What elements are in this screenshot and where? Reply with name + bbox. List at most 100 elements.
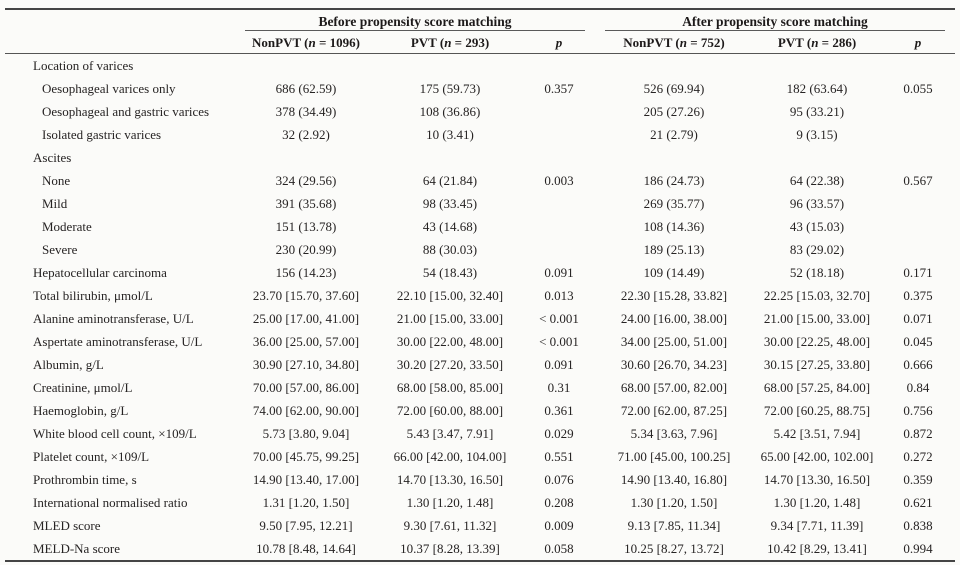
table-body: Location of varices Oesophageal varices o… [5, 54, 955, 560]
row-label: MLED score [33, 517, 101, 533]
column-header-pvt-before: PVT (n = 293) [410, 35, 490, 50]
row-label: Oesophageal and gastric varices [42, 103, 210, 119]
cell-value: 0.567 [903, 172, 933, 188]
cell-value: 68.00 [57.00, 82.00] [620, 379, 728, 395]
cell-value: 186 (24.73) [643, 172, 705, 188]
table-row: International normalised ratio 1.31 [1.20… [5, 491, 955, 514]
cell-value: 36.00 [25.00, 57.00] [252, 333, 360, 349]
cell-value: 5.43 [3.47, 7.91] [406, 425, 494, 441]
baseline-characteristics-table: Before propensity score matching After p… [5, 8, 955, 562]
cell-value: 30.00 [22.00, 48.00] [396, 333, 504, 349]
cell-value: 96 (33.57) [789, 195, 845, 211]
cell-value: 30.15 [27.25, 33.80] [763, 356, 871, 372]
cell-value: 0.091 [544, 356, 574, 372]
table-row: Total bilirubin, μmol/L 23.70 [15.70, 37.… [5, 284, 955, 307]
row-label: Severe [42, 241, 78, 257]
table-row: Oesophageal varices only 686 (62.59) 175 (… [5, 77, 955, 100]
cell-value: 74.00 [62.00, 90.00] [252, 402, 360, 418]
row-label: Platelet count, ×109/L [33, 448, 150, 464]
column-header-p-before: p [555, 35, 563, 50]
cell-value: 14.70 [13.30, 16.50] [396, 471, 504, 487]
cell-value: 189 (25.13) [643, 241, 705, 257]
cell-value: 9 (3.15) [796, 126, 838, 142]
row-label: MELD-Na score [33, 540, 120, 556]
cell-value: 1.30 [1.20, 1.48] [773, 494, 861, 510]
cell-value: 21 (2.79) [650, 126, 698, 142]
table-row: Moderate 151 (13.78) 43 (14.68) 108 (14.36)… [5, 215, 955, 238]
cell-value: 0.84 [906, 379, 930, 395]
cell-value: 0.071 [903, 310, 933, 326]
row-label: Aspertate aminotransferase, U/L [33, 333, 203, 349]
cell-value: 0.838 [903, 517, 933, 533]
cell-value: 23.70 [15.70, 37.60] [252, 287, 360, 303]
cell-value: 21.00 [15.00, 33.00] [396, 310, 504, 326]
group-header-before: Before propensity score matching [235, 12, 595, 31]
cell-value: 0.375 [903, 287, 933, 303]
cell-value: 9.34 [7.71, 11.39] [770, 517, 864, 533]
cell-value: 30.60 [26.70, 34.23] [620, 356, 728, 372]
group-header-row: Before propensity score matching After p… [5, 10, 955, 31]
cell-value: 0.361 [544, 402, 574, 418]
cell-value: 88 (30.03) [422, 241, 478, 257]
cell-value: 30.20 [27.20, 33.50] [396, 356, 504, 372]
row-label: Moderate [42, 218, 92, 234]
cell-value: 72.00 [60.00, 88.00] [396, 402, 504, 418]
cell-value: 686 (62.59) [275, 80, 337, 96]
cell-value: 54 (18.43) [422, 264, 478, 280]
cell-value: 22.30 [15.28, 33.82] [620, 287, 728, 303]
column-header-pvt-after: PVT (n = 286) [777, 35, 857, 50]
cell-value: 1.31 [1.20, 1.50] [262, 494, 350, 510]
cell-value: 0.013 [544, 287, 574, 303]
cell-value: 10 (3.41) [426, 126, 474, 142]
row-label: Haemoglobin, g/L [33, 402, 129, 418]
cell-value: 0.029 [544, 425, 574, 441]
table-row: Oesophageal and gastric varices 378 (34.4… [5, 100, 955, 123]
cell-value: 21.00 [15.00, 33.00] [763, 310, 871, 326]
table-row: Creatinine, μmol/L 70.00 [57.00, 86.00] 68… [5, 376, 955, 399]
group-header-after-label: After propensity score matching [682, 13, 868, 29]
table-row: Location of varices [5, 54, 955, 77]
cell-value: 378 (34.49) [275, 103, 337, 119]
cell-value: 324 (29.56) [275, 172, 337, 188]
cell-value: 182 (63.64) [786, 80, 848, 96]
row-label: International normalised ratio [33, 494, 188, 510]
cell-value: 98 (33.45) [422, 195, 478, 211]
table-row: MELD-Na score 10.78 [8.48, 14.64] 10.37 [8… [5, 537, 955, 560]
cell-value: 1.30 [1.20, 1.50] [630, 494, 718, 510]
row-label: Albumin, g/L [33, 356, 104, 372]
table-row: Alanine aminotransferase, U/L 25.00 [17.0… [5, 307, 955, 330]
cell-value: 151 (13.78) [275, 218, 337, 234]
cell-value: 156 (14.23) [275, 264, 337, 280]
table-row: Isolated gastric varices 32 (2.92) 10 (3.4… [5, 123, 955, 146]
row-label: Isolated gastric varices [42, 126, 162, 142]
cell-value: 43 (14.68) [422, 218, 478, 234]
cell-value: 14.90 [13.40, 17.00] [252, 471, 360, 487]
cell-value: 10.37 [8.28, 13.39] [400, 540, 500, 556]
column-header-nonpvt-after: NonPVT (n = 752) [623, 35, 725, 50]
group-header-before-label: Before propensity score matching [318, 13, 512, 29]
cell-value: 526 (69.94) [643, 80, 705, 96]
column-header-nonpvt-before: NonPVT (n = 1096) [252, 35, 360, 50]
cell-value: 0.756 [903, 402, 933, 418]
row-label: Ascites [33, 149, 72, 165]
cell-value: 0.357 [544, 80, 574, 96]
cell-value: 109 (14.49) [643, 264, 705, 280]
cell-value: < 0.001 [539, 333, 579, 349]
cell-value: 32 (2.92) [282, 126, 330, 142]
cell-value: 0.208 [544, 494, 574, 510]
table-row: Haemoglobin, g/L 74.00 [62.00, 90.00] 72.0… [5, 399, 955, 422]
cell-value: 0.076 [544, 471, 574, 487]
cell-value: 1.30 [1.20, 1.48] [406, 494, 494, 510]
cell-value: 0.666 [903, 356, 933, 372]
group-header-after: After propensity score matching [595, 12, 955, 31]
cell-value: 9.50 [7.95, 12.21] [259, 517, 353, 533]
cell-value: 5.73 [3.80, 9.04] [262, 425, 350, 441]
group-header-before-underline [245, 29, 585, 31]
row-label: White blood cell count, ×109/L [33, 425, 197, 441]
cell-value: 68.00 [57.25, 84.00] [763, 379, 871, 395]
cell-value: 269 (35.77) [643, 195, 705, 211]
cell-value: 72.00 [60.25, 88.75] [763, 402, 871, 418]
cell-value: 95 (33.21) [789, 103, 845, 119]
table-row: Mild 391 (35.68) 98 (33.45) 269 (35.77) 96 (… [5, 192, 955, 215]
